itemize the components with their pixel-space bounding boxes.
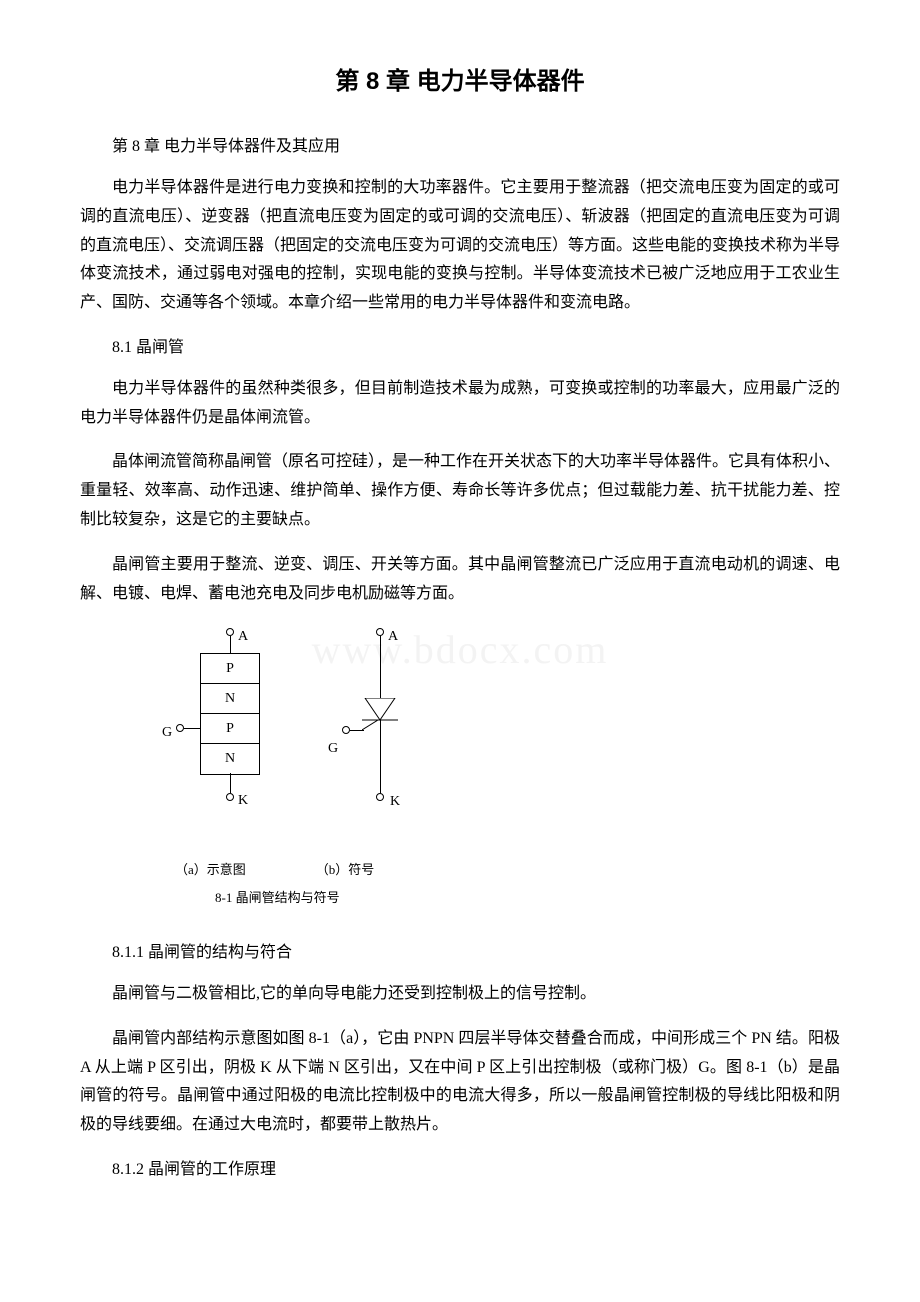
figure-caption-row: （a）示意图 （b）符号 (175, 858, 840, 881)
wire-g-left (184, 728, 200, 729)
block-p1: P (201, 654, 259, 684)
section-heading-0: 第 8 章 电力半导体器件及其应用 (80, 133, 840, 162)
diagram-b-symbol: A G K (340, 628, 420, 848)
terminal-circle-g (176, 724, 184, 732)
symbol-label-a: A (388, 624, 398, 649)
paragraph-1: 电力半导体器件是进行电力变换和控制的大功率器件。它主要用于整流器（把交流电压变为… (80, 174, 840, 318)
section-heading-3: 8.1.2 晶闸管的工作原理 (80, 1156, 840, 1185)
wire-a-top (230, 636, 231, 653)
symbol-label-g: G (328, 736, 338, 761)
diagram-a-structure: A P N P N G K (180, 628, 280, 848)
document-content: 第 8 章 电力半导体器件 第 8 章 电力半导体器件及其应用 电力半导体器件是… (80, 60, 840, 1185)
caption-b: （b）符号 (316, 858, 375, 881)
paragraph-3: 晶体闸流管简称晶闸管（原名可控硅），是一种工作在开关状态下的大功率半导体器件。它… (80, 448, 840, 534)
terminal-circle-a (226, 628, 234, 636)
paragraph-5: 晶闸管与二极管相比,它的单向导电能力还受到控制极上的信号控制。 (80, 980, 840, 1009)
wire-k-bottom (230, 773, 231, 793)
terminal-circle-k (226, 793, 234, 801)
paragraph-4: 晶闸管主要用于整流、逆变、调压、开关等方面。其中晶闸管整流已广泛应用于直流电动机… (80, 551, 840, 609)
block-p2: P (201, 714, 259, 744)
symbol-circle-g (342, 726, 350, 734)
section-heading-2: 8.1.1 晶闸管的结构与符合 (80, 939, 840, 968)
caption-a: （a）示意图 (175, 858, 246, 881)
symbol-wire-k (380, 720, 381, 793)
block-n1: N (201, 684, 259, 714)
symbol-circle-a (376, 628, 384, 636)
symbol-label-k: K (390, 789, 400, 814)
section-heading-1: 8.1 晶闸管 (80, 334, 840, 363)
figure-8-1: A P N P N G K A (180, 628, 840, 848)
terminal-label-a: A (238, 624, 248, 649)
symbol-circle-k (376, 793, 384, 801)
pnpn-block-stack: P N P N (200, 653, 260, 775)
gate-diag-line (362, 720, 382, 732)
figure-title: 8-1 晶闸管结构与符号 (215, 886, 840, 909)
paragraph-6: 晶闸管内部结构示意图如图 8-1（a），它由 PNPN 四层半导体交替叠合而成，… (80, 1025, 840, 1140)
chapter-title: 第 8 章 电力半导体器件 (80, 60, 840, 103)
symbol-wire-a (380, 636, 381, 698)
terminal-label-k: K (238, 788, 248, 813)
paragraph-2: 电力半导体器件的虽然种类很多，但目前制造技术最为成熟，可变换或控制的功率最大，应… (80, 375, 840, 433)
block-n2: N (201, 744, 259, 774)
terminal-label-g: G (162, 720, 172, 745)
